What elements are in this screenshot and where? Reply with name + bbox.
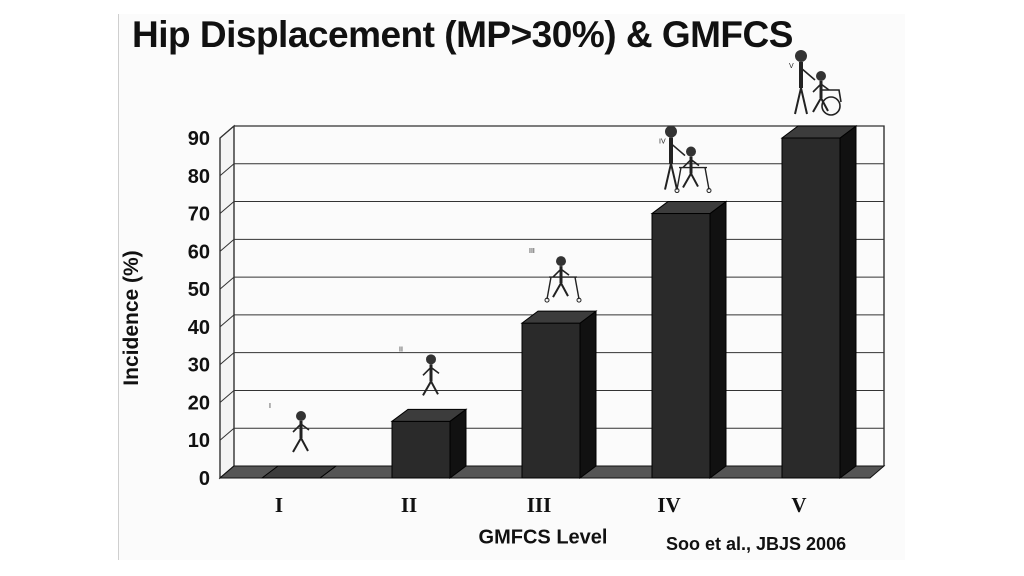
figure-tag: III: [529, 248, 535, 255]
child-arms: [422, 366, 440, 376]
bars: [260, 125, 858, 479]
bar-front: [651, 213, 711, 479]
figure-level-IV: IV: [659, 125, 712, 194]
bar-side: [579, 310, 597, 479]
child-arms: [552, 268, 570, 278]
bar-I: [260, 465, 338, 479]
child-legs: [552, 282, 569, 298]
citation: Soo et al., JBJS 2006: [666, 534, 847, 554]
y-tick-2: 20: [188, 392, 210, 414]
y-tick-labels: 0 10 20 30 40 50 60 70 80 90: [188, 128, 210, 490]
y-tick-1: 10: [188, 430, 210, 452]
bar-front: [391, 420, 451, 479]
adult-legs: [664, 163, 678, 190]
child-head: [686, 146, 696, 157]
child-legs: [812, 97, 829, 113]
wheelchair-wheel: [821, 96, 841, 116]
x-tick-labels: I II III IV V: [275, 493, 807, 517]
child-arms: [812, 83, 830, 93]
figure-tag: V: [789, 63, 794, 70]
child-head: [816, 71, 826, 81]
chart-title: Hip Displacement (MP>30%) & GMFCS: [132, 14, 793, 55]
bar-front: [521, 322, 581, 479]
bar-top: [520, 310, 598, 324]
bar-top: [650, 201, 728, 215]
bar-IV: [650, 200, 728, 479]
figure-tag: IV: [659, 139, 666, 146]
wheelchair-frame: [821, 89, 842, 103]
child-legs: [682, 173, 699, 189]
adult-head: [665, 125, 677, 138]
figure-tag: II: [399, 346, 403, 353]
child-head: [426, 354, 436, 365]
child-legs: [422, 380, 439, 396]
figure-level-II: II: [399, 346, 440, 396]
y-tick-8: 80: [188, 166, 210, 188]
y-tick-6: 60: [188, 241, 210, 263]
figure-tag: I: [269, 403, 271, 410]
y-tick-7: 70: [188, 204, 210, 226]
gridline-8: [219, 163, 884, 177]
x-axis-label: GMFCS Level: [478, 526, 608, 549]
walker-wheel: [576, 297, 582, 303]
bar-V: [780, 125, 858, 479]
child-legs: [292, 437, 309, 453]
bar-side: [839, 125, 857, 479]
child-arms: [292, 423, 310, 433]
child-arms: [682, 158, 700, 169]
bar-top: [390, 408, 468, 422]
adult-arm: [800, 67, 816, 81]
adult-head: [795, 50, 807, 62]
bar-top: [780, 125, 858, 139]
bar-front: [781, 137, 841, 479]
child-head: [296, 411, 306, 421]
y-tick-3: 30: [188, 355, 210, 377]
bar-III: [520, 310, 598, 479]
bar-side: [709, 200, 727, 479]
x-tick-IV: IV: [657, 493, 680, 517]
x-tick-III: III: [527, 493, 552, 517]
y-axis-label: Incidence (%): [120, 250, 143, 386]
y-tick-9: 90: [188, 128, 210, 150]
bar-top: [260, 465, 338, 479]
bar-II: [390, 408, 468, 479]
adult-arm: [670, 142, 686, 157]
left-wall: [219, 124, 235, 480]
x-tick-II: II: [401, 493, 417, 517]
walker-wheel: [706, 188, 712, 194]
y-tick-5: 50: [188, 279, 210, 301]
x-tick-V: V: [791, 493, 806, 517]
y-tick-4: 40: [188, 317, 210, 339]
figure-level-III: III: [529, 248, 582, 303]
adult-legs: [794, 87, 808, 115]
figure-level-I: I: [269, 403, 310, 453]
figure-level-V: V: [789, 50, 842, 116]
y-tick-0: 0: [199, 468, 210, 490]
walker-frame: [546, 276, 580, 300]
child-head: [556, 256, 566, 267]
walker-wheel: [544, 297, 550, 303]
x-tick-I: I: [275, 493, 283, 517]
walker-frame: [676, 166, 710, 190]
gridline-9: [219, 125, 884, 139]
